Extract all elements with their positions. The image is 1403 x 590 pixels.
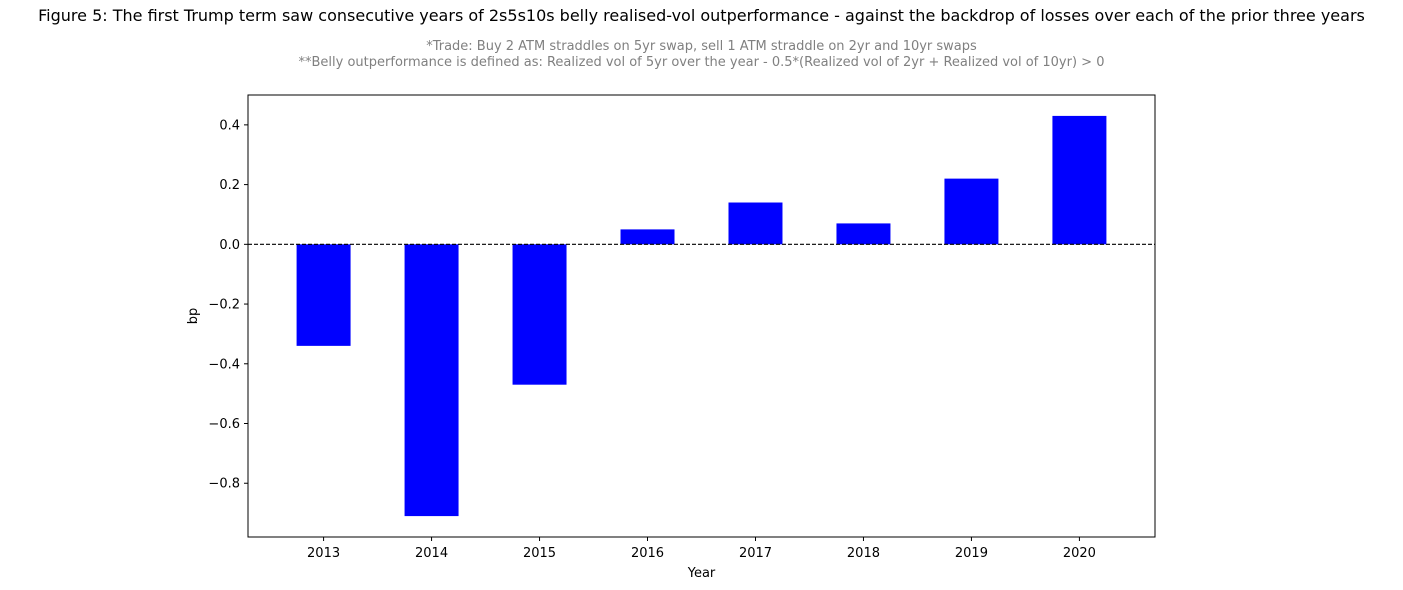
y-tick-label: −0.2 xyxy=(208,298,240,313)
bar-2018 xyxy=(836,223,891,245)
plot-frame xyxy=(247,94,1156,538)
y-tick-label: 0.4 xyxy=(219,118,240,133)
y-tick-label: −0.8 xyxy=(208,477,240,492)
x-tick-label: 2017 xyxy=(739,546,772,561)
y-axis-label: bp xyxy=(186,308,201,325)
bar-2014 xyxy=(404,244,459,517)
x-tick-label: 2018 xyxy=(847,546,880,561)
bar-2015 xyxy=(512,244,567,385)
y-tick-label: −0.6 xyxy=(208,417,240,432)
bar-2019 xyxy=(944,178,999,245)
figure-title: Figure 5: The first Trump term saw conse… xyxy=(38,6,1365,25)
bar-2013 xyxy=(296,244,351,346)
x-axis-label: Year xyxy=(687,566,716,581)
x-tick-label: 2014 xyxy=(415,546,448,561)
subtitle-trade: *Trade: Buy 2 ATM straddles on 5yr swap,… xyxy=(426,39,977,54)
bar-2017 xyxy=(728,202,783,245)
x-tick-label: 2019 xyxy=(955,546,988,561)
y-tick-label: 0.2 xyxy=(219,178,240,193)
bar-2016 xyxy=(620,229,675,245)
y-tick-label: 0.0 xyxy=(219,238,240,253)
x-tick-label: 2013 xyxy=(307,546,340,561)
x-tick-label: 2016 xyxy=(631,546,664,561)
x-tick-label: 2015 xyxy=(523,546,556,561)
x-tick-label: 2020 xyxy=(1063,546,1096,561)
y-tick-label: −0.4 xyxy=(208,357,240,372)
bar-2020 xyxy=(1052,115,1107,245)
subtitle-definition: **Belly outperformance is defined as: Re… xyxy=(298,55,1105,70)
